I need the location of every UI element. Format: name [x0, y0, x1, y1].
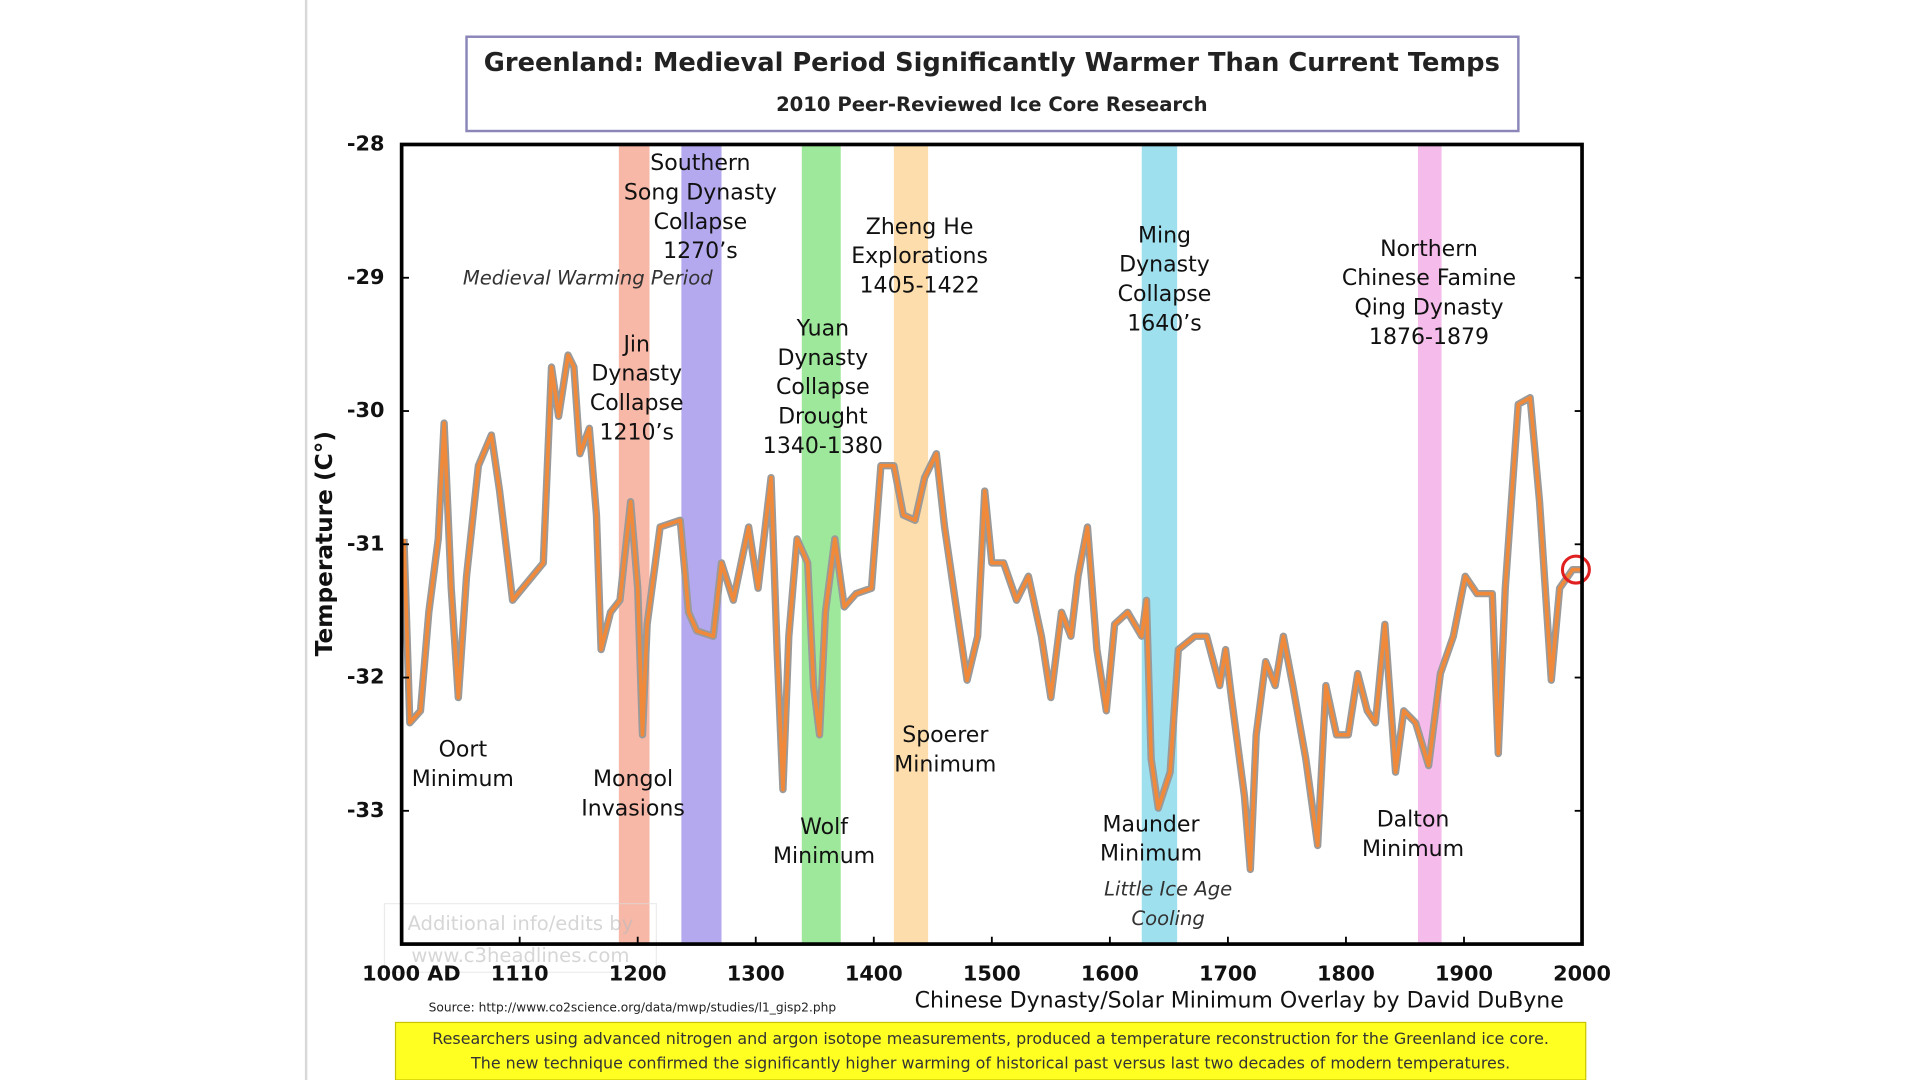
- annotation: 1210’s: [599, 420, 674, 445]
- annotation: Zheng He: [866, 215, 974, 240]
- annotation: Qing Dynasty: [1354, 296, 1503, 321]
- annotation: Spoerer: [902, 723, 989, 748]
- annotation: Ming: [1138, 223, 1191, 248]
- x-axis-title: Chinese Dynasty/Solar Minimum Overlay by…: [915, 989, 1564, 1014]
- x-tick-label: 1300: [727, 962, 785, 986]
- x-tick-label: 1600: [1081, 962, 1139, 986]
- annotation: Dynasty: [591, 362, 682, 387]
- annotation: Collapse: [776, 375, 870, 400]
- annotation: Oort: [439, 738, 488, 763]
- annotation: Wolf: [800, 815, 849, 840]
- annotation: 1270’s: [663, 239, 738, 264]
- annotation: Minimum: [894, 752, 996, 777]
- y-tick-label: -32: [347, 665, 385, 689]
- annotation: Medieval Warming Period: [463, 267, 713, 290]
- y-axis-title: Temperature (C°): [311, 431, 338, 656]
- annotation: Yuan: [796, 316, 849, 341]
- annotation: Minimum: [1362, 837, 1464, 862]
- annotation: Song Dynasty: [624, 180, 777, 205]
- period-band: [893, 144, 929, 945]
- annotation: 1640’s: [1127, 311, 1202, 336]
- period-band: [681, 144, 722, 945]
- y-tick-label: -28: [347, 131, 385, 155]
- source: Source: http://www.co2science.org/data/m…: [429, 1000, 837, 1014]
- x-tick-label: 1700: [1199, 962, 1257, 986]
- x-tick-label: 1500: [963, 962, 1021, 986]
- annotation: Cooling: [1131, 907, 1204, 930]
- watermark: www.c3headlines.com: [411, 944, 629, 967]
- x-tick-label: 1200: [609, 962, 667, 986]
- annotation: Minimum: [1100, 842, 1202, 867]
- title-box: [465, 35, 1520, 133]
- note-line: The new technique confirmed the signific…: [470, 1054, 1510, 1073]
- annotation: Mongol: [593, 767, 673, 792]
- annotation: Collapse: [590, 391, 684, 416]
- annotation: Collapse: [1118, 282, 1212, 307]
- watermark-box: [383, 903, 657, 973]
- x-tick-label: 1400: [845, 962, 903, 986]
- y-tick-label: -30: [347, 398, 385, 422]
- end-marker: [1560, 554, 1591, 585]
- annotation: Minimum: [412, 767, 514, 792]
- annotation: Maunder: [1102, 812, 1200, 837]
- chart-title: Greenland: Medieval Period Significantly…: [484, 48, 1500, 78]
- temperature-line: [402, 353, 1583, 872]
- x-tick-label: 1800: [1317, 962, 1375, 986]
- annotation: Explorations: [851, 244, 988, 269]
- annotation: Jin: [621, 332, 650, 357]
- annotation: Collapse: [654, 210, 748, 235]
- note-line: Researchers using advanced nitrogen and …: [432, 1029, 1549, 1048]
- annotation: Southern: [650, 151, 750, 176]
- annotation: Little Ice Age: [1104, 878, 1232, 901]
- watermark: Additional info/edits by: [407, 912, 633, 935]
- annotation: Drought: [778, 405, 868, 430]
- x-tick-label: 1000 AD: [362, 962, 460, 986]
- annotation: Chinese Famine: [1342, 266, 1516, 291]
- y-tick-label: -31: [347, 531, 385, 555]
- annotation: Invasions: [581, 796, 685, 821]
- annotation: 1405-1422: [860, 274, 980, 299]
- x-tick-label: 1900: [1435, 962, 1493, 986]
- annotation: Dynasty: [1119, 253, 1210, 278]
- y-tick-label: -33: [347, 798, 385, 822]
- annotation: Northern: [1380, 237, 1478, 262]
- chart-subtitle: 2010 Peer-Reviewed Ice Core Research: [776, 93, 1208, 116]
- y-tick-label: -29: [347, 265, 385, 289]
- x-tick-label: 2000: [1553, 962, 1611, 986]
- x-tick-label: 1110: [491, 962, 549, 986]
- annotation: Dynasty: [778, 346, 869, 371]
- annotation: 1876-1879: [1369, 325, 1489, 350]
- annotation: Dalton: [1377, 807, 1450, 832]
- annotation: Minimum: [773, 844, 875, 869]
- note-box: [394, 1021, 1587, 1080]
- annotation: 1340-1380: [763, 434, 883, 459]
